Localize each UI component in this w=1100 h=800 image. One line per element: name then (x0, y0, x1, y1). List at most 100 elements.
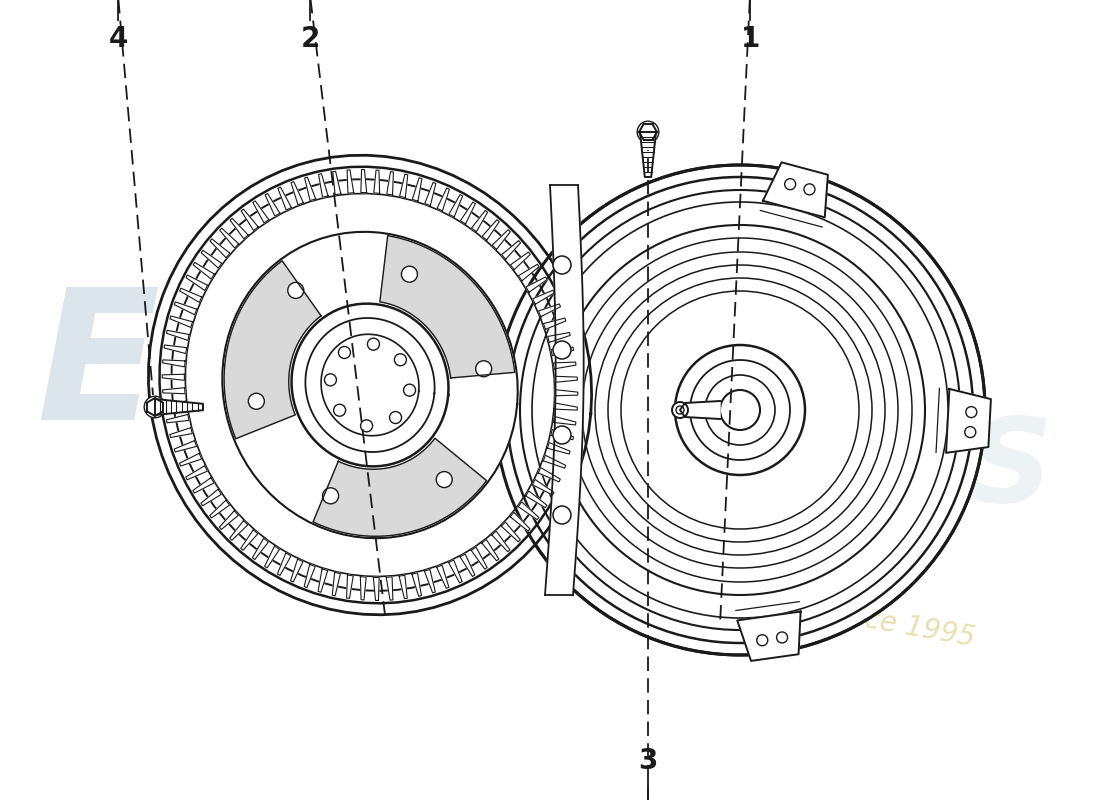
Polygon shape (556, 390, 578, 396)
Text: a passion
for parts: a passion for parts (295, 430, 506, 530)
Circle shape (361, 420, 373, 432)
Polygon shape (174, 302, 197, 314)
Polygon shape (502, 522, 520, 542)
Polygon shape (518, 502, 539, 520)
Polygon shape (502, 241, 520, 259)
Polygon shape (526, 277, 547, 292)
Polygon shape (163, 388, 185, 394)
Polygon shape (148, 155, 592, 614)
Text: since 1995: since 1995 (823, 598, 977, 652)
Polygon shape (265, 194, 279, 216)
Polygon shape (222, 232, 518, 538)
Polygon shape (186, 466, 208, 480)
Polygon shape (543, 455, 565, 468)
Polygon shape (253, 201, 268, 223)
Polygon shape (449, 194, 463, 217)
Polygon shape (737, 611, 801, 661)
Polygon shape (492, 531, 510, 552)
Polygon shape (179, 288, 201, 302)
Polygon shape (292, 304, 449, 466)
Polygon shape (373, 578, 380, 601)
Polygon shape (278, 187, 292, 210)
Polygon shape (220, 228, 239, 248)
Polygon shape (332, 171, 341, 194)
Polygon shape (399, 174, 408, 198)
Polygon shape (387, 171, 394, 195)
Polygon shape (548, 442, 570, 454)
Circle shape (804, 184, 815, 195)
Polygon shape (763, 162, 828, 218)
Polygon shape (169, 428, 192, 438)
Polygon shape (332, 572, 340, 596)
Circle shape (757, 634, 768, 646)
Polygon shape (210, 239, 230, 258)
Polygon shape (290, 559, 303, 582)
Polygon shape (361, 577, 366, 600)
Text: EL: EL (36, 282, 274, 458)
Polygon shape (411, 573, 421, 596)
Polygon shape (386, 577, 393, 600)
Polygon shape (680, 401, 720, 419)
Circle shape (965, 426, 976, 438)
Circle shape (556, 225, 925, 595)
Polygon shape (277, 553, 292, 575)
Text: 3: 3 (638, 747, 658, 775)
Polygon shape (492, 230, 510, 250)
Text: 2: 2 (300, 25, 320, 53)
Polygon shape (946, 389, 991, 453)
Polygon shape (526, 491, 547, 508)
Polygon shape (306, 318, 434, 452)
Polygon shape (518, 264, 539, 281)
Circle shape (333, 404, 345, 416)
Circle shape (675, 345, 805, 475)
Text: 4: 4 (108, 25, 128, 53)
Polygon shape (437, 188, 450, 211)
Polygon shape (471, 547, 487, 569)
Polygon shape (510, 512, 530, 531)
Polygon shape (532, 479, 554, 495)
Polygon shape (346, 575, 353, 598)
Circle shape (395, 354, 406, 366)
Circle shape (495, 165, 984, 655)
Polygon shape (510, 252, 530, 270)
Circle shape (339, 346, 351, 358)
Polygon shape (437, 565, 449, 588)
Polygon shape (230, 521, 248, 540)
Polygon shape (539, 304, 561, 317)
Polygon shape (241, 209, 258, 230)
Polygon shape (201, 250, 222, 268)
Polygon shape (460, 554, 475, 577)
Circle shape (404, 384, 416, 396)
Polygon shape (379, 236, 515, 378)
Circle shape (475, 361, 492, 377)
Circle shape (720, 390, 760, 430)
Polygon shape (449, 560, 462, 583)
Polygon shape (179, 454, 201, 466)
Polygon shape (163, 360, 185, 367)
Polygon shape (230, 218, 249, 239)
Polygon shape (425, 570, 436, 593)
Polygon shape (155, 399, 204, 415)
Polygon shape (554, 403, 578, 410)
Polygon shape (241, 530, 257, 550)
Polygon shape (265, 546, 279, 568)
Polygon shape (551, 430, 573, 440)
Polygon shape (292, 182, 304, 205)
Polygon shape (544, 185, 584, 595)
Polygon shape (305, 177, 316, 201)
Circle shape (784, 178, 795, 190)
Polygon shape (399, 575, 407, 598)
Circle shape (777, 632, 788, 643)
Circle shape (553, 341, 571, 359)
Polygon shape (348, 170, 354, 193)
Circle shape (553, 426, 571, 444)
Polygon shape (318, 569, 328, 592)
Polygon shape (551, 347, 573, 355)
Polygon shape (361, 170, 366, 193)
Circle shape (966, 406, 977, 418)
Polygon shape (461, 202, 475, 224)
Circle shape (288, 282, 304, 298)
Circle shape (367, 338, 380, 350)
Text: S: S (968, 413, 1053, 527)
Polygon shape (186, 275, 208, 290)
